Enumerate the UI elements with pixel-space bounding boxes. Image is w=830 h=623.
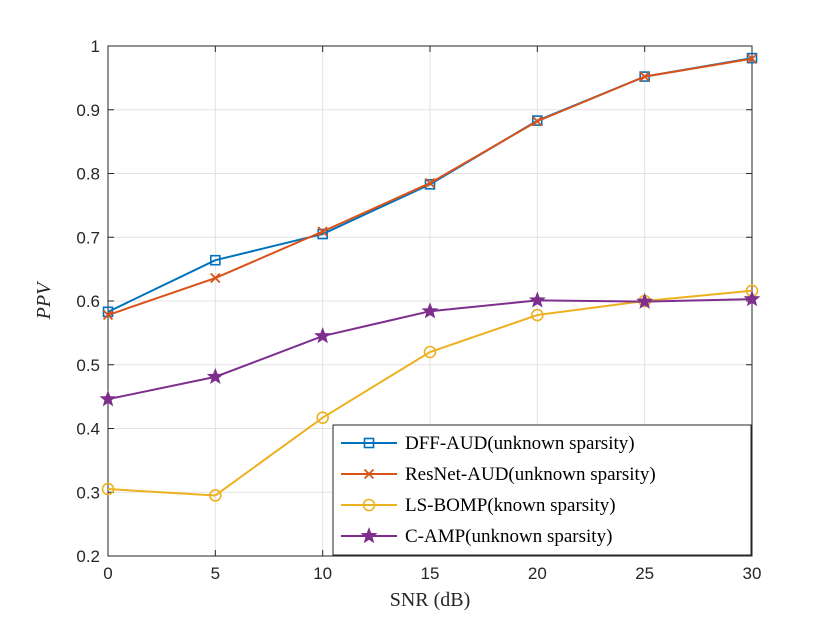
legend-item: C-AMP(unknown sparsity): [341, 526, 612, 547]
x-marker-stroke: [746, 53, 758, 64]
y-tick-label: 0.7: [76, 228, 100, 247]
star-marker: [528, 291, 546, 308]
x-marker-stroke: [317, 226, 328, 237]
x-tick-label: 0: [103, 564, 112, 583]
x-marker: [532, 116, 543, 127]
x-marker: [363, 468, 375, 480]
x-marker-stroke: [102, 309, 114, 321]
star-marker: [99, 390, 117, 407]
x-tick-label: 30: [743, 564, 762, 583]
circle-marker: [316, 411, 329, 424]
x-tick-label: 25: [635, 564, 654, 583]
y-tick-label: 0.2: [76, 547, 100, 566]
x-marker: [102, 309, 114, 321]
y-tick-label: 0.5: [76, 356, 100, 375]
circle-marker: [423, 345, 437, 359]
x-marker-stroke: [532, 116, 543, 127]
y-tick-label: 1: [91, 37, 100, 56]
circle-marker: [531, 308, 544, 322]
star-marker: [314, 327, 332, 344]
legend-label: C-AMP(unknown sparsity): [405, 526, 612, 547]
legend-item: DFF-AUD(unknown sparsity): [341, 433, 635, 454]
y-tick-label: 0.8: [76, 165, 100, 184]
square-marker: [363, 437, 375, 449]
star-marker: [636, 292, 654, 309]
x-tick-label: 5: [211, 564, 220, 583]
y-tick-label: 0.9: [76, 101, 100, 120]
y-tick-label: 0.3: [76, 483, 100, 502]
x-marker-stroke: [424, 177, 436, 189]
star-marker: [360, 527, 378, 544]
square-marker: [102, 306, 114, 318]
x-marker: [424, 177, 436, 189]
x-tick-label: 10: [313, 564, 332, 583]
x-marker-stroke: [210, 272, 221, 284]
circle-marker: [209, 489, 222, 502]
series-1: [102, 53, 758, 321]
star-marker: [206, 367, 224, 385]
x-marker-stroke: [363, 468, 375, 480]
x-marker-stroke: [639, 71, 650, 82]
legend: DFF-AUD(unknown sparsity) ResNet-AUD(unkn…: [332, 424, 752, 556]
square-marker: [532, 115, 543, 126]
x-marker: [317, 226, 328, 237]
x-tick-label: 15: [421, 564, 440, 583]
legend-item: ResNet-AUD(unknown sparsity): [341, 464, 656, 485]
y-axis-title: PPV: [33, 280, 55, 320]
square-marker: [746, 52, 758, 64]
circle-marker: [362, 498, 376, 512]
series-3: [99, 290, 761, 407]
circle-marker: [101, 482, 115, 496]
star-marker: [421, 302, 439, 319]
x-marker: [639, 71, 650, 82]
star-marker: [743, 290, 761, 307]
legend-item: LS-BOMP(known sparsity): [341, 495, 616, 516]
legend-box: [332, 424, 752, 556]
data-series: [99, 52, 761, 502]
y-tick-label: 0.6: [76, 292, 100, 311]
y-tick-label: 0.4: [76, 420, 100, 439]
legend-label: LS-BOMP(known sparsity): [405, 495, 616, 516]
x-axis-title: SNR (dB): [390, 589, 471, 611]
square-marker: [210, 254, 221, 266]
legend-label: ResNet-AUD(unknown sparsity): [405, 464, 656, 485]
legend-label: DFF-AUD(unknown sparsity): [405, 433, 635, 454]
x-marker: [210, 272, 221, 284]
x-tick-label: 20: [528, 564, 547, 583]
x-marker: [746, 53, 758, 64]
axis-ticks: 0 5 10 15 20 25 30 0.2 0.3 0.4 0.5 0.6 0.7 0.8 0.9 1: [76, 37, 761, 583]
